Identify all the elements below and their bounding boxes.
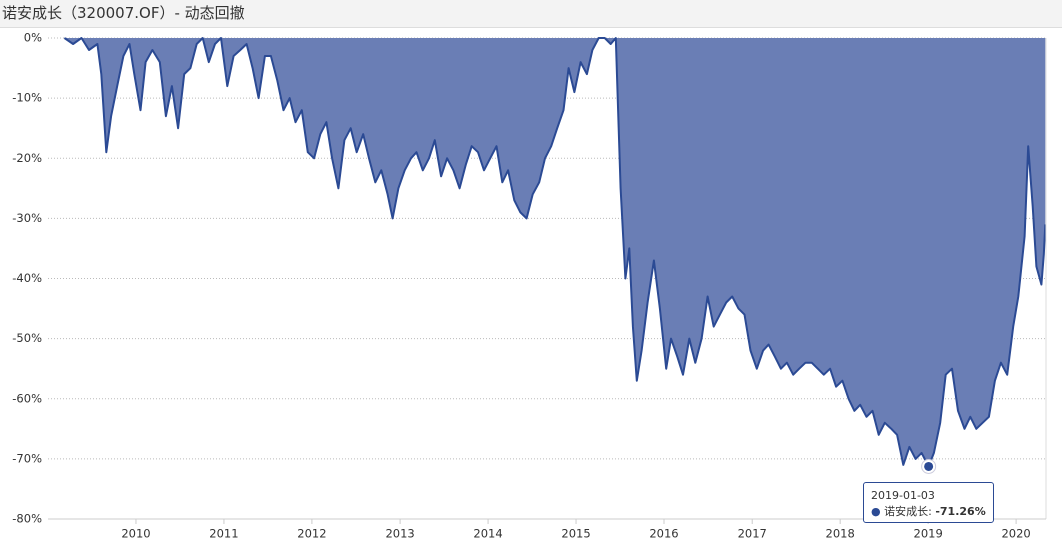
header: 诺安成长（320007.OF）- 动态回撤 bbox=[0, 0, 1062, 28]
tooltip-date: 2019-01-03 bbox=[871, 489, 935, 502]
x-tick-label: 2016 bbox=[649, 527, 678, 541]
x-tick-label: 2018 bbox=[826, 527, 855, 541]
x-tick-label: 2014 bbox=[473, 527, 502, 541]
y-tick-label: -40% bbox=[12, 271, 42, 285]
y-tick-label: -20% bbox=[12, 151, 42, 165]
highlight-point bbox=[924, 461, 934, 471]
tooltip-value: -71.26% bbox=[935, 505, 986, 518]
x-tick-label: 2020 bbox=[1001, 527, 1030, 541]
y-tick-label: -80% bbox=[12, 512, 42, 526]
x-tick-label: 2015 bbox=[561, 527, 590, 541]
x-tick-label: 2017 bbox=[738, 527, 767, 541]
tooltip-bullet: ● bbox=[871, 505, 881, 518]
x-tick-label: 2019 bbox=[914, 527, 943, 541]
tooltip-label: 诺安成长: bbox=[884, 505, 932, 518]
x-tick-label: 2011 bbox=[209, 527, 238, 541]
chart-title: 诺安成长（320007.OF）- 动态回撤 bbox=[2, 4, 245, 22]
x-tick-label: 2012 bbox=[297, 527, 326, 541]
line bbox=[63, 37, 1047, 468]
chart: 0% -10% -20% -30% -40% -50% -60% -70% -80% 2010 20… bbox=[12, 31, 1047, 541]
x-tick-label: 2013 bbox=[385, 527, 414, 541]
y-tick-label: -60% bbox=[12, 391, 42, 405]
y-tick-label: -70% bbox=[12, 451, 42, 465]
x-tick-label: 2010 bbox=[121, 527, 150, 541]
plot bbox=[63, 37, 1047, 474]
tooltip: 2019-01-03 ● 诺安成长: -71.26% bbox=[863, 482, 994, 523]
y-tick-label: 0% bbox=[24, 31, 42, 45]
area bbox=[64, 38, 1046, 467]
tooltip-row: ● 诺安成长: -71.26% bbox=[871, 504, 986, 520]
y-tick-label: -50% bbox=[12, 331, 42, 345]
y-tick-label: -10% bbox=[12, 91, 42, 105]
y-tick-label: -30% bbox=[12, 211, 42, 225]
